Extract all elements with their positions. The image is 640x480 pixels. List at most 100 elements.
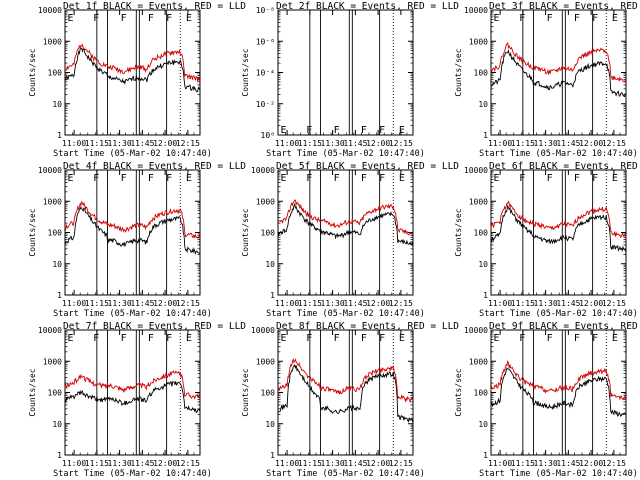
x-tick-label: 12:00 xyxy=(153,299,177,308)
y-tick-label: 10000 xyxy=(251,326,275,335)
x-tick-label: 11:30 xyxy=(534,299,558,308)
series-line-lld xyxy=(64,201,201,239)
y-tick-label: 1000 xyxy=(469,357,488,366)
y-tick-label: 100 xyxy=(474,229,489,238)
x-tick-label: 12:15 xyxy=(176,299,200,308)
detector-panel-8: Det 8f BLACK = Events, RED = LLD 1 10 100 10… xyxy=(241,321,459,479)
state-marker-label: E xyxy=(281,125,287,136)
x-tick-label: 12:00 xyxy=(579,299,603,308)
plot-frame xyxy=(490,9,627,136)
state-marker-label: F xyxy=(519,173,525,184)
state-marker-label: F xyxy=(166,13,172,24)
x-tick-label: 12:00 xyxy=(579,139,603,148)
y-axis-label: Counts/sec xyxy=(454,368,463,416)
y-tick-label: 100 xyxy=(261,389,276,398)
x-tick-label: 11:45 xyxy=(130,299,154,308)
state-marker-label: E xyxy=(612,173,618,184)
y-tick-label: 10000 xyxy=(464,166,488,175)
series-line-events xyxy=(490,204,627,252)
x-tick-label: 11:00 xyxy=(488,139,512,148)
x-tick-label: 12:00 xyxy=(579,459,603,468)
detector-panel-5: Det 5f BLACK = Events, RED = LLD 1 10 100 10… xyxy=(241,161,459,319)
state-marker-label: F xyxy=(519,333,525,344)
state-marker-label: F xyxy=(574,173,580,184)
state-marker-label: F xyxy=(592,333,598,344)
series-line-lld xyxy=(277,357,414,403)
x-tick-label: 12:15 xyxy=(176,139,200,148)
x-tick-label: 12:15 xyxy=(389,299,413,308)
panel-title: Det 3f BLACK = Events, RED = LLD xyxy=(489,1,640,12)
x-axis-label: Start Time (05-Mar-02 10:47:40) xyxy=(53,149,212,159)
state-marker-label: F xyxy=(547,173,553,184)
x-tick-label: 11:15 xyxy=(85,299,109,308)
state-marker-label: F xyxy=(148,13,154,24)
plot-frame xyxy=(64,169,201,296)
y-tick-label: 1 xyxy=(57,451,62,460)
x-tick-label: 12:15 xyxy=(602,459,626,468)
detector-panel-1: Det 1f BLACK = Events, RED = LLD 1 10 100 10… xyxy=(28,1,246,159)
panel-title: Det 1f BLACK = Events, RED = LLD xyxy=(63,1,246,12)
y-tick-label: 10 xyxy=(265,420,275,429)
state-marker-label: F xyxy=(519,13,525,24)
state-marker-label: F xyxy=(306,333,312,344)
x-tick-label: 12:00 xyxy=(153,139,177,148)
x-tick-label: 11:30 xyxy=(534,459,558,468)
state-marker-label: E xyxy=(281,173,287,184)
state-marker-label: F xyxy=(306,173,312,184)
series-line-events xyxy=(277,202,414,247)
state-marker-label: F xyxy=(306,125,312,136)
series-line-events xyxy=(490,367,627,418)
state-marker-label: E xyxy=(68,173,74,184)
x-axis-label: Start Time (05-Mar-02 10:47:40) xyxy=(479,309,638,319)
state-marker-label: F xyxy=(361,125,367,136)
state-marker-label: E xyxy=(494,333,500,344)
y-tick-label: 100 xyxy=(48,229,63,238)
series-line-events xyxy=(64,47,201,93)
state-marker-label: E xyxy=(186,333,192,344)
x-tick-label: 11:45 xyxy=(343,139,367,148)
x-tick-label: 11:15 xyxy=(298,299,322,308)
x-tick-label: 11:00 xyxy=(275,139,299,148)
x-axis-label: Start Time (05-Mar-02 10:47:40) xyxy=(53,309,212,319)
detector-panel-3: Det 3f BLACK = Events, RED = LLD 1 10 100 10… xyxy=(454,1,640,159)
panel-title: Det 5f BLACK = Events, RED = LLD xyxy=(276,161,459,172)
y-axis-label: Counts/sec xyxy=(28,208,37,256)
state-marker-label: F xyxy=(121,333,127,344)
plot-frame xyxy=(490,169,627,296)
x-tick-label: 11:30 xyxy=(321,139,345,148)
state-marker-label: E xyxy=(399,333,405,344)
state-marker-label: F xyxy=(93,13,99,24)
state-marker-label: F xyxy=(334,173,340,184)
x-tick-label: 11:00 xyxy=(275,459,299,468)
x-axis-label: Start Time (05-Mar-02 10:47:40) xyxy=(266,149,425,159)
y-tick-label: 10⁻⁶ xyxy=(256,37,275,46)
y-tick-label: 10 xyxy=(52,260,62,269)
panel-title: Det 9f BLACK = Events, RED = LLD xyxy=(489,321,640,332)
state-marker-label: F xyxy=(574,333,580,344)
x-tick-label: 12:00 xyxy=(153,459,177,468)
panel-title: Det 8f BLACK = Events, RED = LLD xyxy=(276,321,459,332)
plot-frame xyxy=(277,329,414,456)
y-axis-label: Counts/sec xyxy=(28,368,37,416)
state-marker-label: E xyxy=(281,333,287,344)
x-tick-label: 11:00 xyxy=(488,299,512,308)
y-tick-label: 1 xyxy=(57,291,62,300)
y-tick-label: 10000 xyxy=(251,166,275,175)
state-marker-label: E xyxy=(494,13,500,24)
x-axis-label: Start Time (05-Mar-02 10:47:40) xyxy=(479,469,638,479)
x-axis-label: Start Time (05-Mar-02 10:47:40) xyxy=(479,149,638,159)
series-line-events xyxy=(64,206,201,256)
plot-frame xyxy=(64,329,201,456)
x-tick-label: 11:30 xyxy=(108,459,132,468)
detector-panel-7: Det 7f BLACK = Events, RED = LLD 1 10 100 10… xyxy=(28,321,246,479)
y-tick-label: 10000 xyxy=(464,326,488,335)
y-axis-label: Counts/sec xyxy=(454,208,463,256)
y-tick-label: 1 xyxy=(483,291,488,300)
y-axis-label: Counts/sec xyxy=(28,48,37,96)
y-tick-label: 10 xyxy=(478,100,488,109)
y-tick-label: 1000 xyxy=(469,37,488,46)
x-tick-label: 12:15 xyxy=(176,459,200,468)
x-tick-label: 11:00 xyxy=(62,139,86,148)
plot-frame xyxy=(277,9,414,136)
y-tick-label: 10⁰ xyxy=(261,131,275,140)
